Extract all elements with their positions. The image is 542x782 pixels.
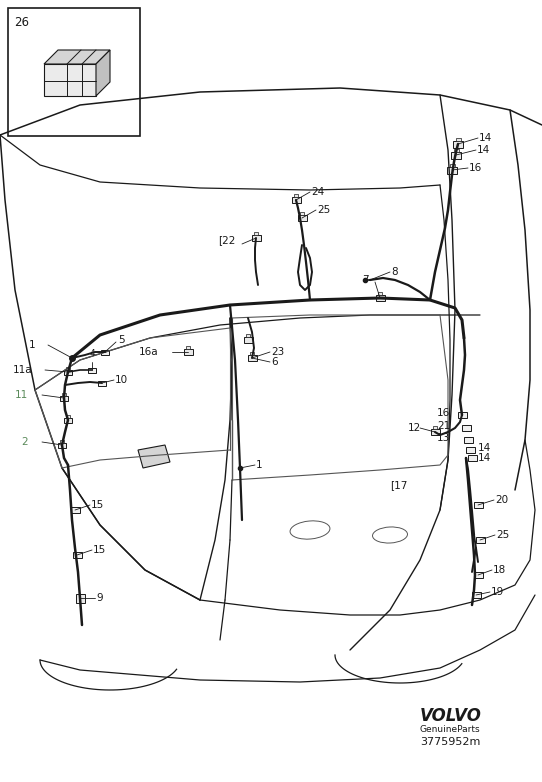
- Polygon shape: [138, 445, 170, 468]
- Text: 4: 4: [89, 349, 95, 358]
- Bar: [60, 396, 68, 400]
- Text: 15: 15: [93, 545, 106, 555]
- Text: 3775952m: 3775952m: [420, 737, 480, 747]
- Text: 9: 9: [96, 593, 102, 603]
- Text: 10: 10: [115, 375, 128, 385]
- Text: GenuineParts: GenuineParts: [420, 726, 481, 734]
- Bar: [454, 149, 459, 152]
- Text: 8: 8: [391, 267, 398, 277]
- Text: 16a: 16a: [138, 347, 158, 357]
- Text: 25: 25: [496, 530, 509, 540]
- Text: 20: 20: [495, 495, 508, 505]
- FancyBboxPatch shape: [73, 552, 81, 558]
- Text: 12: 12: [408, 423, 421, 433]
- Text: [22: [22: [218, 235, 235, 245]
- FancyBboxPatch shape: [468, 455, 476, 461]
- FancyBboxPatch shape: [88, 368, 96, 372]
- Bar: [453, 141, 463, 148]
- Text: [17: [17: [390, 480, 408, 490]
- Text: 11a: 11a: [12, 365, 32, 375]
- Text: 14: 14: [478, 453, 491, 463]
- Text: 14: 14: [478, 443, 491, 453]
- FancyBboxPatch shape: [457, 412, 467, 418]
- Bar: [298, 215, 306, 221]
- Text: 26: 26: [14, 16, 29, 28]
- Bar: [248, 355, 256, 361]
- Text: 7: 7: [362, 275, 369, 285]
- FancyBboxPatch shape: [466, 447, 474, 453]
- Bar: [433, 426, 437, 429]
- Bar: [251, 235, 261, 241]
- Bar: [378, 292, 382, 295]
- Text: 1: 1: [256, 460, 263, 470]
- FancyBboxPatch shape: [475, 537, 485, 543]
- Polygon shape: [96, 50, 110, 96]
- FancyBboxPatch shape: [474, 572, 482, 578]
- FancyBboxPatch shape: [474, 502, 482, 508]
- Bar: [294, 194, 298, 197]
- Bar: [66, 367, 70, 370]
- FancyBboxPatch shape: [98, 381, 106, 386]
- Bar: [246, 334, 250, 337]
- Text: 24: 24: [311, 187, 324, 197]
- Bar: [455, 138, 461, 141]
- Text: 5: 5: [118, 335, 125, 345]
- Text: 16: 16: [437, 408, 450, 418]
- Bar: [184, 349, 192, 355]
- Text: 2: 2: [21, 437, 28, 447]
- Text: 14: 14: [479, 133, 492, 143]
- FancyBboxPatch shape: [461, 425, 470, 431]
- Bar: [186, 346, 190, 349]
- Bar: [75, 594, 85, 602]
- FancyBboxPatch shape: [472, 592, 481, 598]
- Text: 6: 6: [271, 357, 278, 367]
- Text: 23: 23: [271, 347, 284, 357]
- Text: 19: 19: [491, 587, 504, 597]
- Bar: [250, 352, 254, 355]
- Text: 15: 15: [91, 500, 104, 510]
- Text: VOLVO: VOLVO: [420, 707, 482, 725]
- Bar: [58, 443, 66, 447]
- FancyBboxPatch shape: [101, 350, 109, 354]
- Text: 25: 25: [317, 205, 330, 215]
- Bar: [449, 163, 455, 167]
- Bar: [376, 295, 384, 301]
- Bar: [243, 337, 253, 343]
- Text: 11: 11: [15, 390, 28, 400]
- Bar: [292, 197, 300, 203]
- Bar: [62, 393, 66, 396]
- Bar: [64, 418, 72, 422]
- Bar: [44, 64, 96, 96]
- Text: 14: 14: [477, 145, 491, 155]
- Bar: [447, 167, 457, 174]
- Text: 21: 21: [437, 421, 450, 431]
- Text: 13: 13: [437, 433, 450, 443]
- Bar: [254, 232, 258, 235]
- Text: 1: 1: [28, 340, 35, 350]
- FancyBboxPatch shape: [463, 437, 473, 443]
- Text: 18: 18: [493, 565, 506, 575]
- Polygon shape: [44, 50, 110, 64]
- Bar: [451, 152, 461, 159]
- Bar: [300, 212, 304, 215]
- Bar: [66, 414, 70, 418]
- Bar: [64, 370, 72, 375]
- Bar: [8, 8, 140, 136]
- Text: 16: 16: [469, 163, 482, 173]
- Bar: [60, 439, 64, 443]
- Bar: [430, 429, 440, 435]
- FancyBboxPatch shape: [70, 507, 80, 513]
